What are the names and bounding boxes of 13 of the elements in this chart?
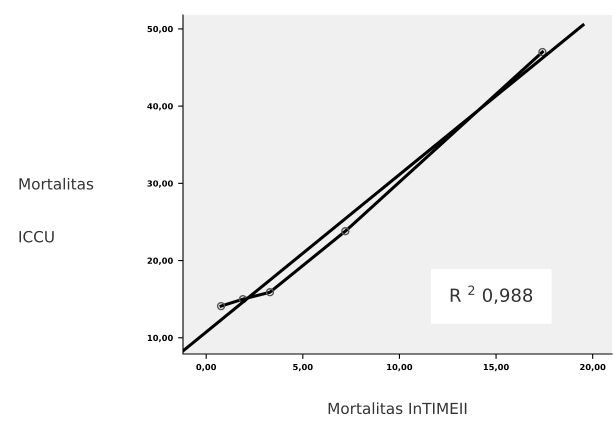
- x-tick-label: 15,00: [484, 364, 509, 372]
- y-tick-label: 10,00: [148, 334, 173, 342]
- y-tick-label: 30,00: [147, 180, 173, 188]
- x-tick-label: 5,00: [293, 364, 313, 372]
- x-tick-label: 20,00: [580, 364, 606, 372]
- y-tick-label: 50,00: [148, 26, 173, 34]
- annotation: R $^{2}$ 0,988: [450, 285, 532, 304]
- x-axis-title: Mortalitas InTIMEII: [328, 402, 466, 414]
- x-tick-label: 10,00: [387, 364, 412, 372]
- x-tick-label: 0,00: [196, 364, 216, 372]
- text: Mortalitas ICCU: [20, 178, 94, 242]
- y-tick-label: 20,00: [148, 258, 173, 265]
- y-tick-label: 40,00: [147, 103, 173, 110]
